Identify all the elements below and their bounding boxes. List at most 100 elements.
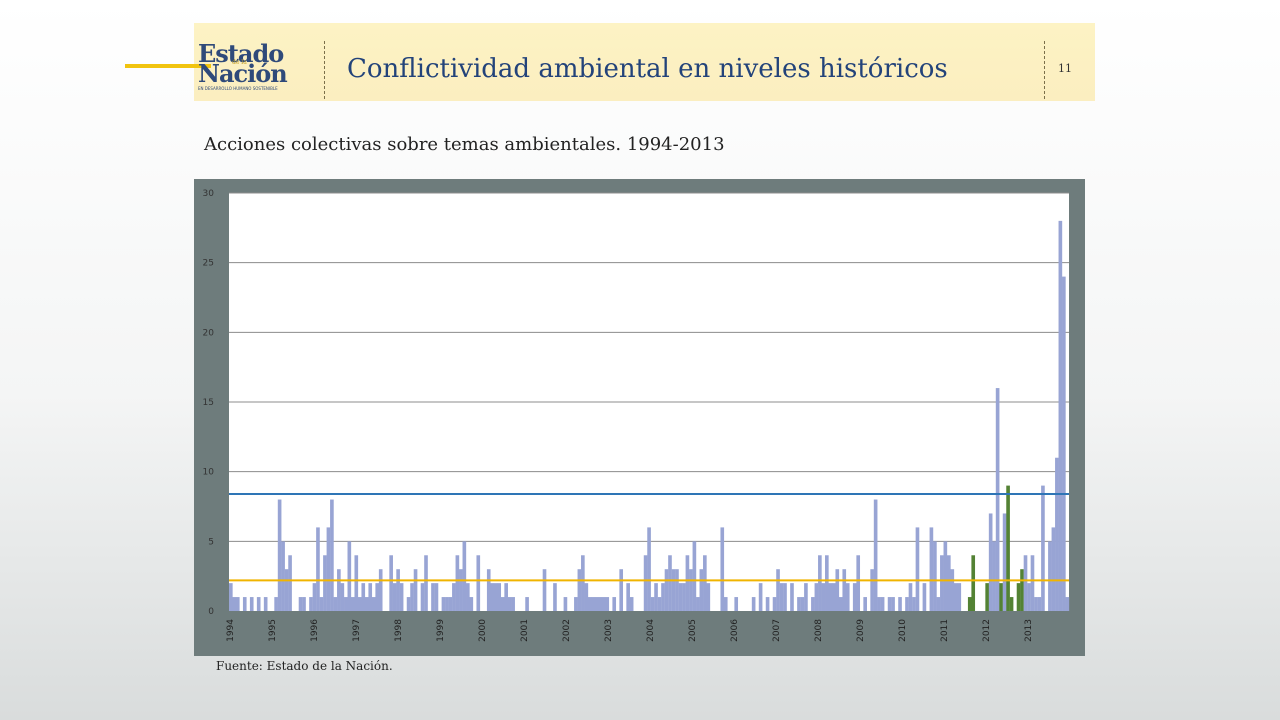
bar xyxy=(406,597,411,611)
bar xyxy=(696,597,700,611)
bar xyxy=(347,541,352,611)
bar xyxy=(284,569,289,611)
bar xyxy=(242,597,247,611)
bar xyxy=(232,597,237,611)
bar xyxy=(288,555,292,611)
bar xyxy=(229,583,233,611)
x-tick-label: 2001 xyxy=(520,619,530,642)
bar xyxy=(943,541,948,611)
x-tick-label: 2004 xyxy=(646,619,656,642)
source-note: Fuente: Estado de la Nación. xyxy=(216,659,393,673)
bar xyxy=(1037,597,1042,611)
bar xyxy=(664,569,669,611)
bar xyxy=(424,555,428,611)
bar xyxy=(706,583,711,611)
slide-title: Conflictividad ambiental en niveles hist… xyxy=(347,54,948,84)
bar xyxy=(898,597,902,611)
bar xyxy=(277,499,282,611)
bar xyxy=(507,597,512,611)
bar xyxy=(1020,569,1024,611)
bar xyxy=(504,583,508,611)
bar xyxy=(992,541,996,611)
x-tick-label: 2009 xyxy=(856,619,866,642)
bar xyxy=(235,597,240,611)
bar xyxy=(594,597,599,611)
bar xyxy=(734,597,739,611)
bar xyxy=(971,555,976,611)
bar xyxy=(863,597,867,611)
bar xyxy=(354,555,359,611)
bar xyxy=(1041,485,1045,611)
bar xyxy=(912,597,916,611)
bar xyxy=(1065,597,1070,611)
bar xyxy=(779,583,784,611)
bar xyxy=(967,597,972,611)
bar xyxy=(1027,583,1031,611)
bar xyxy=(940,555,944,611)
bar xyxy=(821,583,826,611)
bar xyxy=(811,597,815,611)
bar xyxy=(685,555,690,611)
bar xyxy=(591,597,596,611)
y-tick-label: 10 xyxy=(203,468,215,478)
bar xyxy=(319,597,324,611)
bar xyxy=(476,555,481,611)
bar xyxy=(389,555,393,611)
x-tick-label: 2011 xyxy=(940,619,950,642)
bar xyxy=(647,527,651,611)
x-tick-label: 2006 xyxy=(730,619,740,642)
bar xyxy=(525,597,529,611)
x-tick-label: 1994 xyxy=(226,619,236,642)
bar xyxy=(256,597,261,611)
bar xyxy=(466,583,470,611)
bar xyxy=(452,583,456,611)
bar xyxy=(605,597,610,611)
bar xyxy=(1034,597,1038,611)
logo-line2: Nación xyxy=(198,59,288,88)
bar xyxy=(873,499,878,611)
bar xyxy=(577,569,582,611)
bar xyxy=(399,583,404,611)
page-number: 11 xyxy=(1058,62,1072,75)
bar xyxy=(842,569,847,611)
bar xyxy=(887,597,892,611)
bar xyxy=(831,583,836,611)
bar xyxy=(462,541,467,611)
bar xyxy=(957,583,962,611)
x-tick-label: 1998 xyxy=(394,619,404,642)
bar xyxy=(392,583,397,611)
bar xyxy=(675,569,679,611)
bar xyxy=(542,569,547,611)
bar xyxy=(999,583,1003,611)
bar xyxy=(657,597,662,611)
estado-nacion-logo: Estado de la Nación EN DESARROLLO HUMANO… xyxy=(198,42,288,96)
bar xyxy=(337,569,341,611)
y-tick-label: 30 xyxy=(203,189,215,199)
bar xyxy=(838,597,843,611)
bar xyxy=(368,583,373,611)
y-tick-label: 0 xyxy=(208,607,214,617)
bar xyxy=(845,583,850,611)
bar xyxy=(947,555,951,611)
bar xyxy=(650,597,655,611)
bar xyxy=(1002,513,1007,611)
bar xyxy=(1062,276,1066,611)
bar xyxy=(654,583,658,611)
bar xyxy=(950,569,955,611)
right-divider xyxy=(1044,41,1045,99)
bar xyxy=(1055,457,1059,611)
bar xyxy=(493,583,498,611)
bar xyxy=(995,388,1000,611)
bar xyxy=(936,597,941,611)
bar xyxy=(1009,597,1014,611)
bar xyxy=(751,597,756,611)
bar xyxy=(497,583,502,611)
bar xyxy=(689,569,693,611)
bar xyxy=(703,555,707,611)
x-tick-label: 1995 xyxy=(268,619,278,642)
bar xyxy=(776,569,780,611)
bar xyxy=(758,583,763,611)
x-tick-label: 2000 xyxy=(478,619,488,642)
bar xyxy=(312,583,317,611)
x-tick-label: 2012 xyxy=(982,619,992,642)
